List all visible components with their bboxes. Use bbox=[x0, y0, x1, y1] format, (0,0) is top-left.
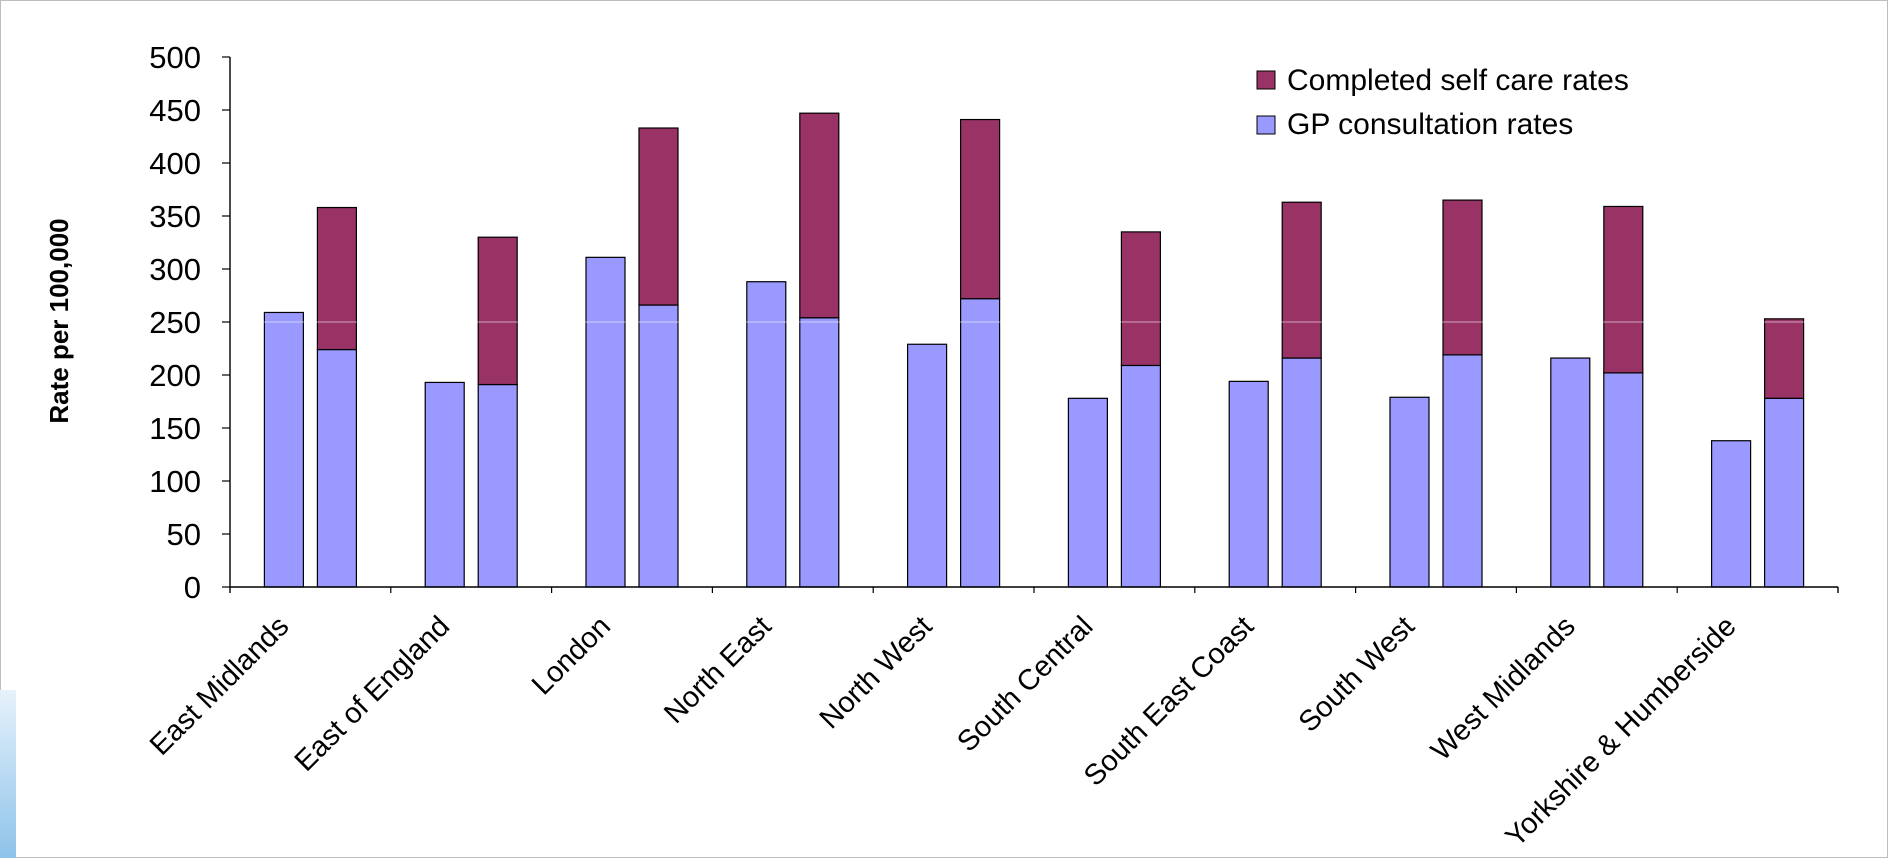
bar-gp-second-east-midlands bbox=[316, 348, 357, 588]
y-axis-title: Rate per 100,000 bbox=[44, 218, 74, 423]
y-tick-label: 500 bbox=[149, 40, 201, 75]
bar-gp-first-south-west bbox=[1389, 396, 1430, 588]
bar-gp-second-south-west bbox=[1442, 354, 1483, 588]
slide-accent-gradient bbox=[0, 690, 16, 858]
bar-self-care-london bbox=[638, 127, 679, 306]
y-tick-label: 0 bbox=[184, 570, 201, 605]
legend-swatch-self-care bbox=[1256, 70, 1276, 90]
bar-gp-first-north-east bbox=[746, 281, 787, 588]
bar-gp-first-south-east-coast bbox=[1228, 380, 1269, 588]
bar-gp-first-north-west bbox=[906, 343, 948, 588]
bar-self-care-north-west bbox=[959, 118, 1001, 300]
y-tick-label: 50 bbox=[167, 517, 201, 552]
y-tick-label: 250 bbox=[149, 305, 201, 340]
y-tick-label: 350 bbox=[149, 199, 201, 234]
y-tick-label: 300 bbox=[149, 252, 201, 287]
bar-gp-second-south-east-coast bbox=[1281, 357, 1322, 588]
bar-self-care-south-east-coast bbox=[1281, 201, 1322, 359]
bar-gp-second-yorkshire-and-humberside bbox=[1763, 397, 1805, 588]
x-tick-label-south-west: South West bbox=[1293, 610, 1421, 738]
x-tick-label-south-east-coast: South East Coast bbox=[1078, 610, 1260, 792]
y-tick-label: 100 bbox=[149, 464, 201, 499]
bar-gp-second-north-east bbox=[799, 317, 840, 588]
bar-gp-second-west-midlands bbox=[1603, 372, 1644, 588]
bar-gp-first-east-of-england bbox=[424, 381, 465, 588]
bar-gp-first-london bbox=[585, 256, 626, 588]
bar-self-care-north-east bbox=[799, 112, 840, 319]
x-tick-label-west-midlands: West Midlands bbox=[1425, 610, 1582, 767]
x-tick-label-north-west: North West bbox=[814, 610, 939, 735]
bar-gp-second-south-central bbox=[1120, 364, 1162, 588]
bar-gp-second-north-west bbox=[959, 298, 1001, 588]
legend: Completed self care rates GP consultatio… bbox=[1256, 64, 1629, 141]
bars-group bbox=[230, 112, 1838, 588]
y-tick-label: 450 bbox=[149, 93, 201, 128]
bar-self-care-yorkshire-and-humberside bbox=[1763, 318, 1805, 399]
bar-self-care-south-central bbox=[1120, 231, 1162, 367]
bar-gp-first-west-midlands bbox=[1550, 357, 1591, 588]
bar-self-care-south-west bbox=[1442, 199, 1483, 356]
x-tick-label-east-midlands: East Midlands bbox=[144, 610, 295, 761]
legend-label-gp: GP consultation rates bbox=[1287, 108, 1573, 141]
y-tick-label: 150 bbox=[149, 411, 201, 446]
y-tick-label: 200 bbox=[149, 358, 201, 393]
bar-gp-first-south-central bbox=[1067, 397, 1109, 588]
y-tick-labels: 0 50 100 150 200 250 300 350 400 450 500 bbox=[149, 40, 201, 605]
x-tick-label-north-east: North East bbox=[658, 610, 778, 730]
axes-group bbox=[222, 56, 1839, 593]
x-tick-label-south-central: South Central bbox=[951, 610, 1099, 758]
bar-self-care-east-of-england bbox=[477, 236, 518, 386]
bar-self-care-west-midlands bbox=[1603, 205, 1644, 374]
bar-gp-first-yorkshire-and-humberside bbox=[1710, 440, 1752, 588]
bar-self-care-east-midlands bbox=[316, 206, 357, 351]
y-tick-label: 400 bbox=[149, 146, 201, 181]
legend-swatch-gp bbox=[1256, 115, 1276, 135]
x-tick-label-east-of-england: East of England bbox=[289, 610, 456, 777]
legend-label-self-care: Completed self care rates bbox=[1287, 64, 1629, 97]
bar-gp-first-east-midlands bbox=[263, 311, 304, 588]
bar-gp-second-london bbox=[638, 304, 679, 588]
x-tick-label-london: London bbox=[526, 610, 617, 701]
bar-gp-second-east-of-england bbox=[477, 383, 518, 588]
